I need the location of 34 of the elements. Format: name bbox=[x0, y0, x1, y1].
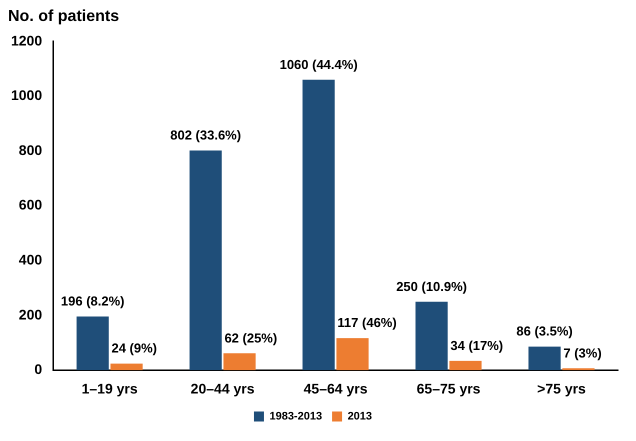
y-tick-label: 600 bbox=[18, 196, 42, 213]
bar bbox=[110, 364, 143, 370]
data-label: 1060 (44.4%) bbox=[280, 56, 358, 72]
bar bbox=[336, 338, 369, 370]
data-label: 86 (3.5%) bbox=[516, 324, 573, 339]
data-label: 24 (9%) bbox=[111, 340, 158, 356]
y-axis-title: No. of patients bbox=[8, 8, 120, 27]
x-tick-label: 20–44 yrs bbox=[190, 380, 255, 396]
legend-label: 1983-2013 bbox=[269, 410, 322, 423]
data-label: 117 (46%) bbox=[337, 315, 397, 330]
bar bbox=[223, 353, 256, 370]
bar bbox=[528, 346, 561, 370]
data-label: 802 (33.6%) bbox=[170, 128, 242, 143]
bar bbox=[302, 80, 335, 370]
legend-label: 2013 bbox=[348, 410, 372, 423]
data-label: 250 (10.9%) bbox=[396, 278, 468, 294]
x-tick-label: >75 yrs bbox=[537, 380, 586, 396]
y-tick-label: 400 bbox=[18, 251, 42, 268]
data-label: 34 (17%) bbox=[450, 338, 504, 353]
data-label: 196 (8.2%) bbox=[60, 294, 124, 309]
bar bbox=[449, 360, 482, 370]
bar bbox=[190, 150, 222, 370]
x-tick-label: 45–64 yrs bbox=[304, 380, 368, 396]
y-tick-label: 1000 bbox=[10, 87, 42, 104]
x-tick-label: 65–75 yrs bbox=[416, 380, 481, 396]
data-label: 62 (25%) bbox=[224, 330, 278, 346]
x-tick-label: 1–19 yrs bbox=[82, 380, 138, 396]
bar bbox=[76, 316, 109, 370]
y-tick-label: 200 bbox=[18, 306, 42, 322]
y-tick-label: 0 bbox=[34, 361, 42, 378]
data-label: 7 (3%) bbox=[563, 345, 602, 360]
bar bbox=[416, 302, 448, 370]
y-tick-label: 1200 bbox=[10, 32, 42, 48]
y-tick-label: 800 bbox=[18, 142, 42, 158]
